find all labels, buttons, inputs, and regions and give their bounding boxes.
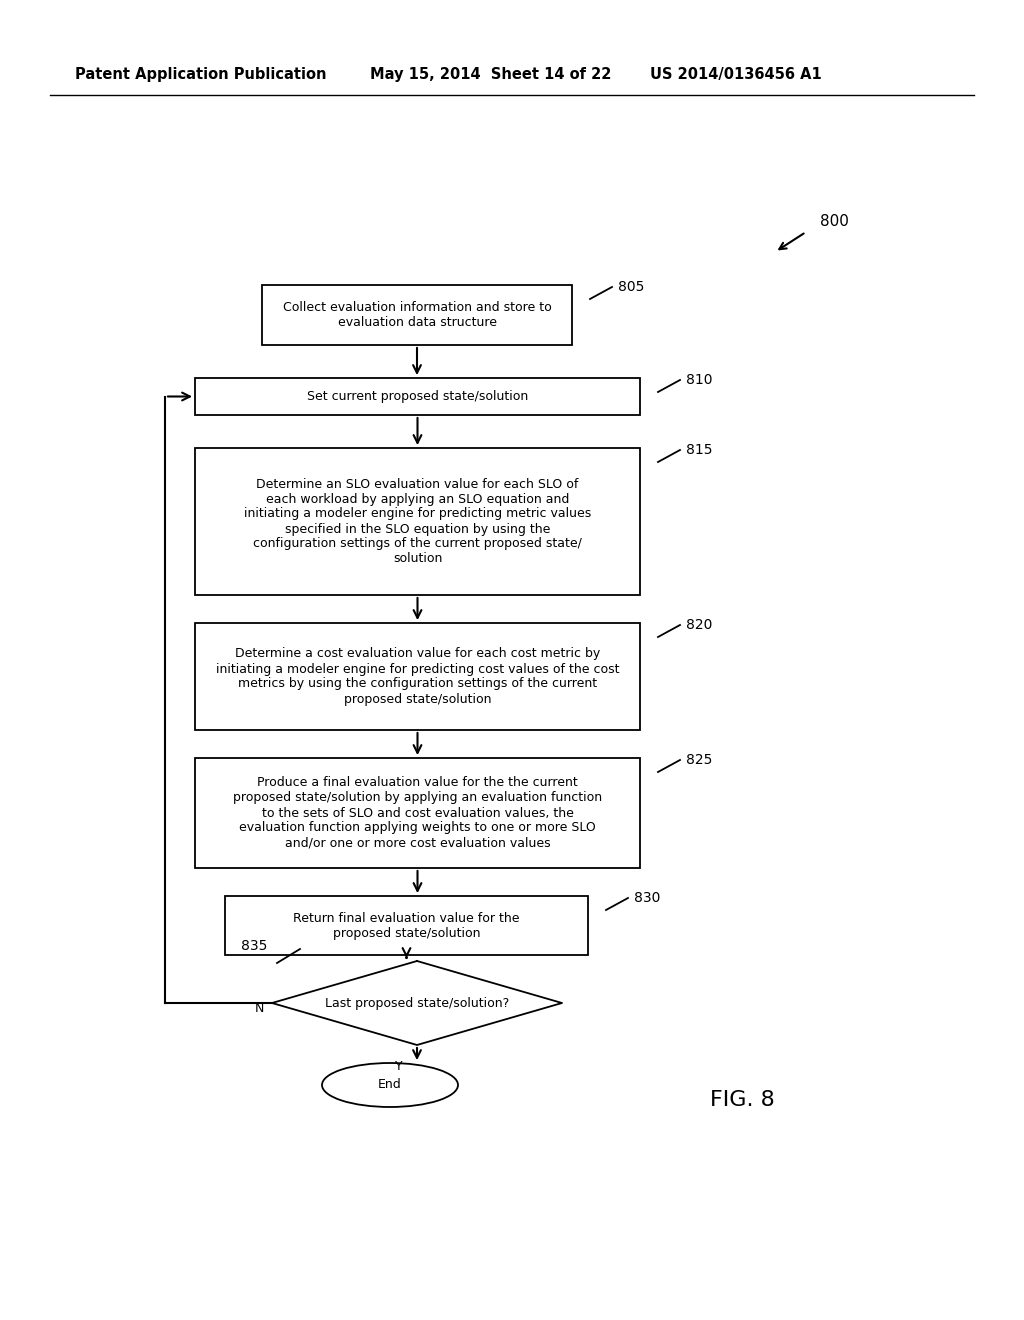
Bar bbox=[262, 285, 572, 345]
Text: Determine a cost evaluation value for each cost metric by
initiating a modeler e: Determine a cost evaluation value for ea… bbox=[216, 648, 620, 705]
Text: 825: 825 bbox=[686, 752, 713, 767]
Text: 800: 800 bbox=[820, 214, 849, 230]
Text: Determine an SLO evaluation value for each SLO of
each workload by applying an S: Determine an SLO evaluation value for ea… bbox=[244, 478, 591, 565]
Bar bbox=[195, 447, 640, 595]
Text: N: N bbox=[255, 1002, 264, 1015]
Text: Return final evaluation value for the
proposed state/solution: Return final evaluation value for the pr… bbox=[293, 912, 520, 940]
Text: Y: Y bbox=[395, 1060, 402, 1073]
Text: Collect evaluation information and store to
evaluation data structure: Collect evaluation information and store… bbox=[283, 301, 551, 329]
Text: 830: 830 bbox=[634, 891, 660, 906]
Text: 805: 805 bbox=[618, 280, 644, 294]
Ellipse shape bbox=[322, 1063, 458, 1107]
Text: Patent Application Publication: Patent Application Publication bbox=[75, 67, 327, 82]
Text: FIG. 8: FIG. 8 bbox=[710, 1090, 775, 1110]
Text: 835: 835 bbox=[241, 939, 267, 953]
Bar bbox=[195, 758, 640, 869]
Text: 810: 810 bbox=[686, 374, 713, 387]
Text: 815: 815 bbox=[686, 444, 713, 457]
Bar bbox=[195, 623, 640, 730]
Text: Last proposed state/solution?: Last proposed state/solution? bbox=[325, 997, 509, 1010]
Text: US 2014/0136456 A1: US 2014/0136456 A1 bbox=[650, 67, 821, 82]
Text: Set current proposed state/solution: Set current proposed state/solution bbox=[307, 389, 528, 403]
Text: May 15, 2014  Sheet 14 of 22: May 15, 2014 Sheet 14 of 22 bbox=[370, 67, 611, 82]
Text: End: End bbox=[378, 1078, 401, 1092]
Bar bbox=[195, 378, 640, 414]
Text: Produce a final evaluation value for the the current
proposed state/solution by : Produce a final evaluation value for the… bbox=[232, 776, 602, 850]
Text: 820: 820 bbox=[686, 618, 713, 632]
Bar bbox=[225, 896, 588, 954]
